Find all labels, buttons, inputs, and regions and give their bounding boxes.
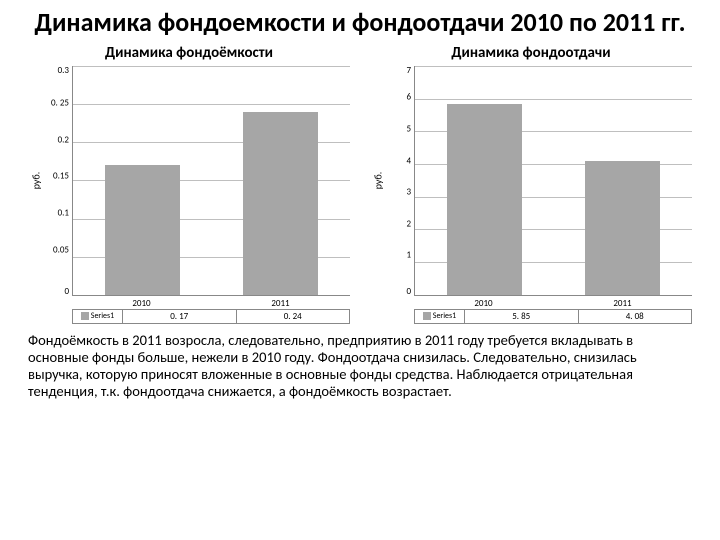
left-chart-title: Динамика фондоёмкости (28, 44, 350, 62)
left-chart: Динамика фондоёмкости руб. 0.3 0. 25 0.2… (28, 44, 350, 324)
left-bar-0 (105, 165, 180, 295)
left-xaxis: 2010 2011 (72, 296, 350, 309)
charts-row: Динамика фондоёмкости руб. 0.3 0. 25 0.2… (28, 44, 692, 324)
left-bar-1 (243, 112, 318, 295)
left-legend-icon (81, 312, 89, 320)
right-bar-1 (585, 161, 660, 294)
right-yaxis: 7 6 5 4 3 2 1 0 (386, 66, 414, 296)
left-plot (72, 66, 350, 296)
right-plot (414, 66, 692, 296)
page-title: Динамика фондоемкости и фондоотдачи 2010… (28, 8, 692, 38)
right-ylabel: руб. (370, 66, 386, 296)
right-chart: Динамика фондоотдачи руб. 7 6 5 4 3 2 1 … (370, 44, 692, 324)
right-data-table: Series1 5. 85 4. 08 (414, 309, 692, 324)
left-data-table: Series1 0. 17 0. 24 (72, 309, 350, 324)
right-bar-0 (447, 104, 522, 295)
caption-text: Фондоёмкость в 2011 возросла, следовател… (28, 332, 692, 400)
right-legend-icon (423, 312, 431, 320)
right-xaxis: 2010 2011 (414, 296, 692, 309)
right-chart-title: Динамика фондоотдачи (370, 44, 692, 62)
left-yaxis: 0.3 0. 25 0.2 0.15 0.1 0.05 0 (44, 66, 72, 296)
left-ylabel: руб. (28, 66, 44, 296)
